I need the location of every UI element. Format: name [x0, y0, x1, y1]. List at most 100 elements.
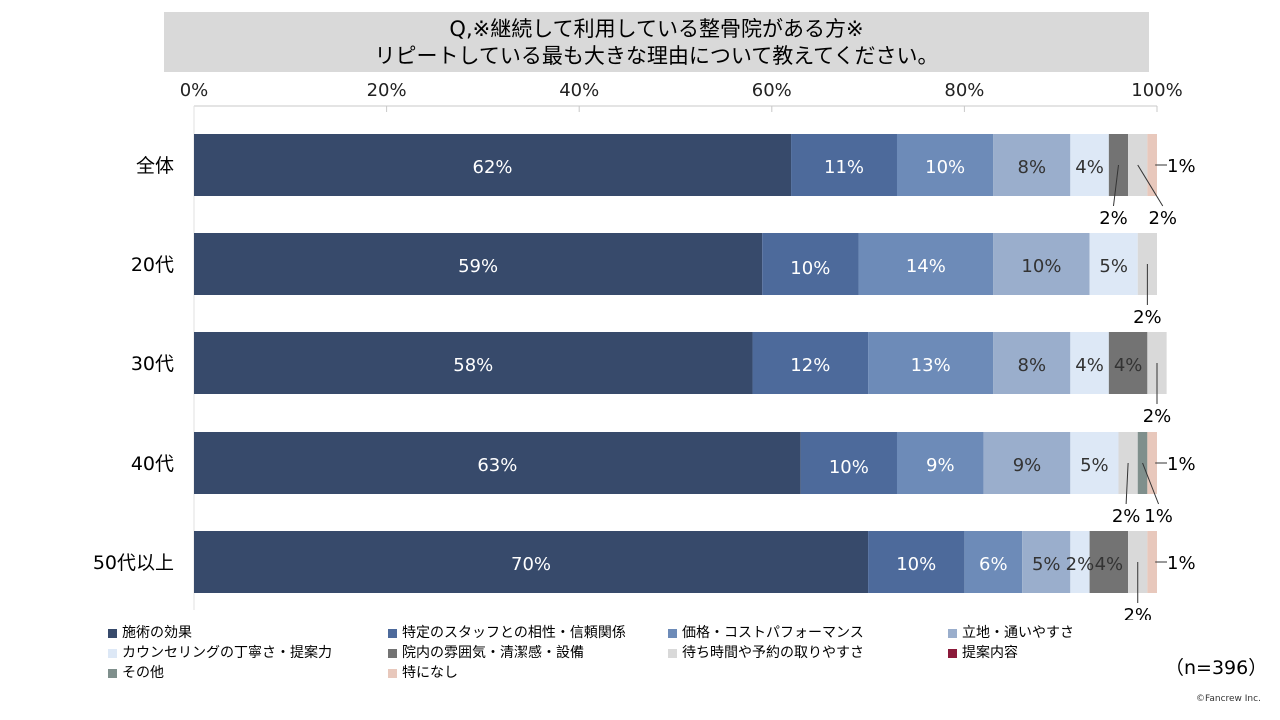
- chart-title-line-2: リピートしている最も大きな理由について教えてください。: [374, 44, 939, 68]
- data-label: 4%: [1095, 554, 1124, 575]
- data-label: 10%: [896, 554, 936, 575]
- data-label: 70%: [511, 554, 551, 575]
- x-tick-label: 40%: [559, 80, 599, 101]
- legend-item: 立地・通いやすさ: [948, 624, 1108, 643]
- data-label: 2%: [1112, 506, 1141, 527]
- x-tick-label: 80%: [944, 80, 984, 101]
- legend-swatch: [388, 629, 397, 638]
- chart-title: Q,※継続して利用している整骨院がある方※ リピートしている最も大きな理由につい…: [164, 12, 1149, 72]
- bar-segment: [993, 134, 1071, 196]
- callout-line: [1142, 462, 1160, 505]
- data-label: 12%: [790, 355, 830, 376]
- legend-item: 施術の効果: [108, 624, 388, 643]
- legend-swatch: [108, 629, 117, 638]
- category-label: 全体: [136, 155, 174, 177]
- bar-segment: [993, 233, 1090, 295]
- bar-segment: [868, 332, 994, 394]
- bar-segment: [858, 233, 994, 295]
- data-label: 58%: [453, 355, 493, 376]
- callout-line: [1112, 164, 1119, 207]
- bar-segment: [993, 332, 1071, 394]
- legend-label: 待ち時間や予約の取りやすさ: [682, 645, 864, 661]
- legend-swatch: [668, 649, 677, 658]
- callout-line: [1125, 462, 1129, 505]
- data-label: 5%: [1080, 455, 1109, 476]
- legend-swatch: [948, 649, 957, 658]
- data-label: 11%: [824, 157, 864, 178]
- bar-segment: [896, 134, 994, 196]
- data-label: 1%: [1144, 506, 1173, 527]
- data-label: 10%: [829, 457, 869, 478]
- bar-segment: [983, 432, 1071, 494]
- legend-swatch: [388, 649, 397, 658]
- legend-item: 提案内容: [948, 644, 1108, 663]
- bar-segment: [194, 134, 792, 196]
- bar-segment: [1089, 531, 1129, 593]
- bar-segment: [1022, 531, 1071, 593]
- data-label: 6%: [979, 554, 1008, 575]
- legend-item: 特定のスタッフとの相性・信頼関係: [388, 624, 668, 643]
- bar-segment: [1147, 432, 1157, 494]
- data-label: 2%: [1066, 554, 1095, 575]
- legend-label: 提案内容: [962, 645, 1018, 661]
- copyright: ©Fancrew Inc.: [1196, 694, 1261, 704]
- data-label: 5%: [1032, 554, 1061, 575]
- legend-item: カウンセリングの丁寧さ・提案力: [108, 644, 388, 663]
- data-label: 63%: [477, 455, 517, 476]
- bar-segment: [1089, 233, 1138, 295]
- bar-segment: [194, 531, 869, 593]
- bar-segment: [791, 134, 897, 196]
- bar-segment: [800, 432, 897, 494]
- legend: 施術の効果 特定のスタッフとの相性・信頼関係 価格・コストパフォーマンス 立地・通いや…: [108, 624, 1108, 683]
- legend-swatch: [668, 629, 677, 638]
- legend-label: 特になし: [402, 665, 458, 681]
- data-label: 5%: [1099, 256, 1128, 277]
- data-label: 10%: [790, 258, 830, 279]
- data-label: 2%: [1123, 605, 1152, 620]
- bar-segment: [194, 233, 763, 295]
- bar-segment: [1070, 531, 1090, 593]
- legend-label: その他: [122, 665, 164, 681]
- bar-segment: [194, 432, 801, 494]
- category-label: 30代: [131, 353, 174, 375]
- category-label: 50代以上: [93, 552, 174, 574]
- bar-segment: [1137, 432, 1148, 494]
- legend-swatch: [108, 669, 117, 678]
- data-label: 4%: [1075, 157, 1104, 178]
- data-label: 8%: [1018, 157, 1047, 178]
- bar-segment: [896, 432, 984, 494]
- legend-label: 価格・コストパフォーマンス: [682, 625, 864, 641]
- category-label: 40代: [131, 453, 174, 475]
- legend-item: 価格・コストパフォーマンス: [668, 624, 948, 643]
- x-tick-label: 60%: [752, 80, 792, 101]
- legend-swatch: [388, 669, 397, 678]
- bar-segment: [1108, 332, 1148, 394]
- legend-item: 待ち時間や予約の取りやすさ: [668, 644, 948, 663]
- data-label: 2%: [1148, 208, 1177, 229]
- legend-label: カウンセリングの丁寧さ・提案力: [122, 645, 332, 661]
- bar-segment: [1147, 531, 1157, 593]
- data-label: 14%: [906, 256, 946, 277]
- category-label: 20代: [131, 254, 174, 276]
- bar-segment: [762, 233, 859, 295]
- data-label: 59%: [458, 256, 498, 277]
- bar-segment: [1147, 134, 1157, 196]
- legend-item: 特になし: [388, 664, 668, 683]
- bar-segment: [1070, 432, 1119, 494]
- sample-size: （n=396）: [1165, 657, 1268, 679]
- data-label: 4%: [1114, 355, 1143, 376]
- legend-label: 施術の効果: [122, 625, 192, 641]
- data-label: 2%: [1099, 208, 1128, 229]
- legend-label: 特定のスタッフとの相性・信頼関係: [402, 625, 626, 641]
- legend-item: 院内の雰囲気・清潔感・設備: [388, 644, 668, 663]
- data-label: 2%: [1143, 406, 1172, 427]
- data-label: 9%: [926, 455, 955, 476]
- data-label: 9%: [1013, 455, 1042, 476]
- bar-segment: [194, 332, 753, 394]
- bar-segment: [1070, 332, 1109, 394]
- bar-segment: [964, 531, 1023, 593]
- data-label: 1%: [1167, 553, 1196, 574]
- callout-line: [1137, 164, 1164, 207]
- legend-swatch: [948, 629, 957, 638]
- data-label: 4%: [1075, 355, 1104, 376]
